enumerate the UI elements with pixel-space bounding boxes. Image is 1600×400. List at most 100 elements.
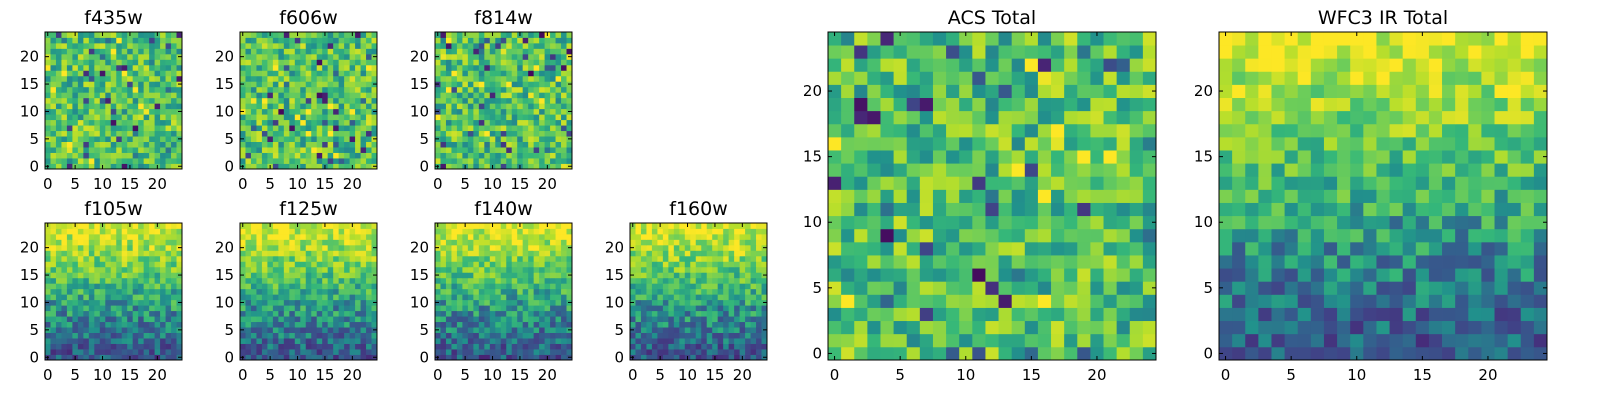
heatmap-cell	[132, 305, 139, 312]
heatmap-cell	[566, 152, 573, 159]
heatmap-cell	[88, 354, 95, 361]
heatmap-cell	[278, 343, 285, 350]
heatmap-cell	[110, 338, 117, 344]
heatmap-cell	[456, 37, 463, 44]
heatmap-cell	[333, 343, 340, 350]
heatmap-cell	[176, 305, 183, 312]
heatmap-cell	[673, 299, 680, 306]
heatmap-cell	[305, 42, 312, 49]
heatmap-cell	[138, 125, 145, 132]
heatmap-cell	[344, 42, 350, 49]
heatmap-cell	[561, 283, 567, 290]
heatmap-cell	[165, 92, 172, 99]
heatmap-cell	[539, 354, 545, 361]
heatmap-cell	[294, 244, 301, 251]
panel-title: f606w	[279, 7, 338, 29]
heatmap-cell	[1077, 241, 1091, 256]
heatmap-cell	[149, 163, 155, 170]
heatmap-cell	[278, 130, 285, 137]
heatmap-cell	[440, 305, 447, 312]
heatmap-cell	[445, 354, 452, 361]
heatmap-cell	[349, 64, 356, 71]
heatmap-cell	[473, 283, 480, 290]
heatmap-cell	[143, 272, 150, 279]
heatmap-cell	[267, 108, 274, 115]
heatmap-cell	[316, 64, 323, 71]
y-tick-label: 10	[215, 293, 234, 311]
heatmap-cell	[327, 147, 334, 153]
heatmap-cell	[165, 310, 172, 317]
heatmap-cell	[55, 343, 62, 350]
heatmap-cell	[143, 141, 150, 148]
heatmap-cell	[132, 239, 139, 246]
heatmap-cell	[511, 42, 518, 49]
heatmap-cell	[673, 305, 680, 312]
heatmap-cell	[171, 299, 177, 306]
heatmap-cell	[105, 163, 112, 170]
heatmap-cell	[349, 299, 356, 306]
heatmap-cell	[256, 349, 263, 355]
heatmap-cell	[94, 283, 101, 290]
heatmap-cell	[723, 316, 730, 323]
heatmap-cell	[154, 108, 161, 115]
heatmap-cell	[305, 338, 312, 344]
heatmap-cell	[110, 255, 117, 262]
heatmap-cell	[171, 277, 177, 284]
heatmap-cell	[734, 261, 740, 268]
heatmap-cell	[311, 119, 318, 126]
heatmap-cell	[500, 37, 507, 44]
heatmap-cell	[1024, 228, 1039, 243]
heatmap-cell	[77, 354, 84, 361]
heatmap-cell	[657, 349, 664, 355]
heatmap-cell	[522, 250, 529, 257]
heatmap-cell	[544, 103, 551, 110]
heatmap-cell	[745, 343, 751, 350]
heatmap-cell	[456, 255, 463, 262]
heatmap-cell	[478, 103, 485, 110]
heatmap-cell	[723, 354, 730, 361]
heatmap-cell	[467, 233, 474, 240]
heatmap-cell	[739, 283, 746, 290]
heatmap-cell	[522, 349, 529, 355]
heatmap-cell	[467, 250, 474, 257]
heatmap-cell	[985, 307, 999, 322]
heatmap-cell	[651, 261, 658, 268]
heatmap-cell	[462, 349, 469, 355]
heatmap-cell	[283, 163, 290, 170]
heatmap-cell	[143, 130, 150, 137]
heatmap-cell	[646, 283, 653, 290]
heatmap-cell	[533, 158, 540, 164]
heatmap-cell	[333, 163, 340, 170]
heatmap-cell	[673, 223, 680, 229]
heatmap-cell	[539, 349, 545, 355]
heatmap-cell	[533, 299, 540, 306]
heatmap-cell	[522, 288, 529, 295]
heatmap-cell	[690, 327, 697, 333]
heatmap-cell	[544, 64, 551, 71]
heatmap-cell	[561, 250, 567, 257]
heatmap-cell	[72, 86, 79, 93]
heatmap-cell	[701, 255, 708, 262]
heatmap-cell	[45, 283, 51, 290]
heatmap-cell	[484, 288, 491, 295]
heatmap-cell	[88, 255, 95, 262]
heatmap-cell	[127, 136, 134, 142]
heatmap-cell	[566, 119, 573, 126]
heatmap-cell	[366, 250, 372, 257]
heatmap-cell	[998, 294, 1013, 308]
heatmap-cell	[435, 48, 441, 55]
heatmap-cell	[478, 81, 485, 88]
heatmap-cell	[533, 233, 540, 240]
heatmap-cell	[127, 244, 134, 251]
heatmap-cell	[679, 327, 686, 333]
heatmap-cell	[478, 299, 485, 306]
heatmap-cell	[261, 327, 268, 333]
heatmap-cell	[440, 316, 447, 323]
heatmap-cell	[66, 42, 73, 49]
heatmap-cell	[66, 250, 73, 257]
heatmap-cell	[55, 163, 62, 170]
heatmap-cell	[371, 266, 378, 273]
heatmap-cell	[311, 343, 318, 350]
heatmap-cell	[256, 53, 263, 60]
heatmap-cell	[371, 283, 378, 290]
